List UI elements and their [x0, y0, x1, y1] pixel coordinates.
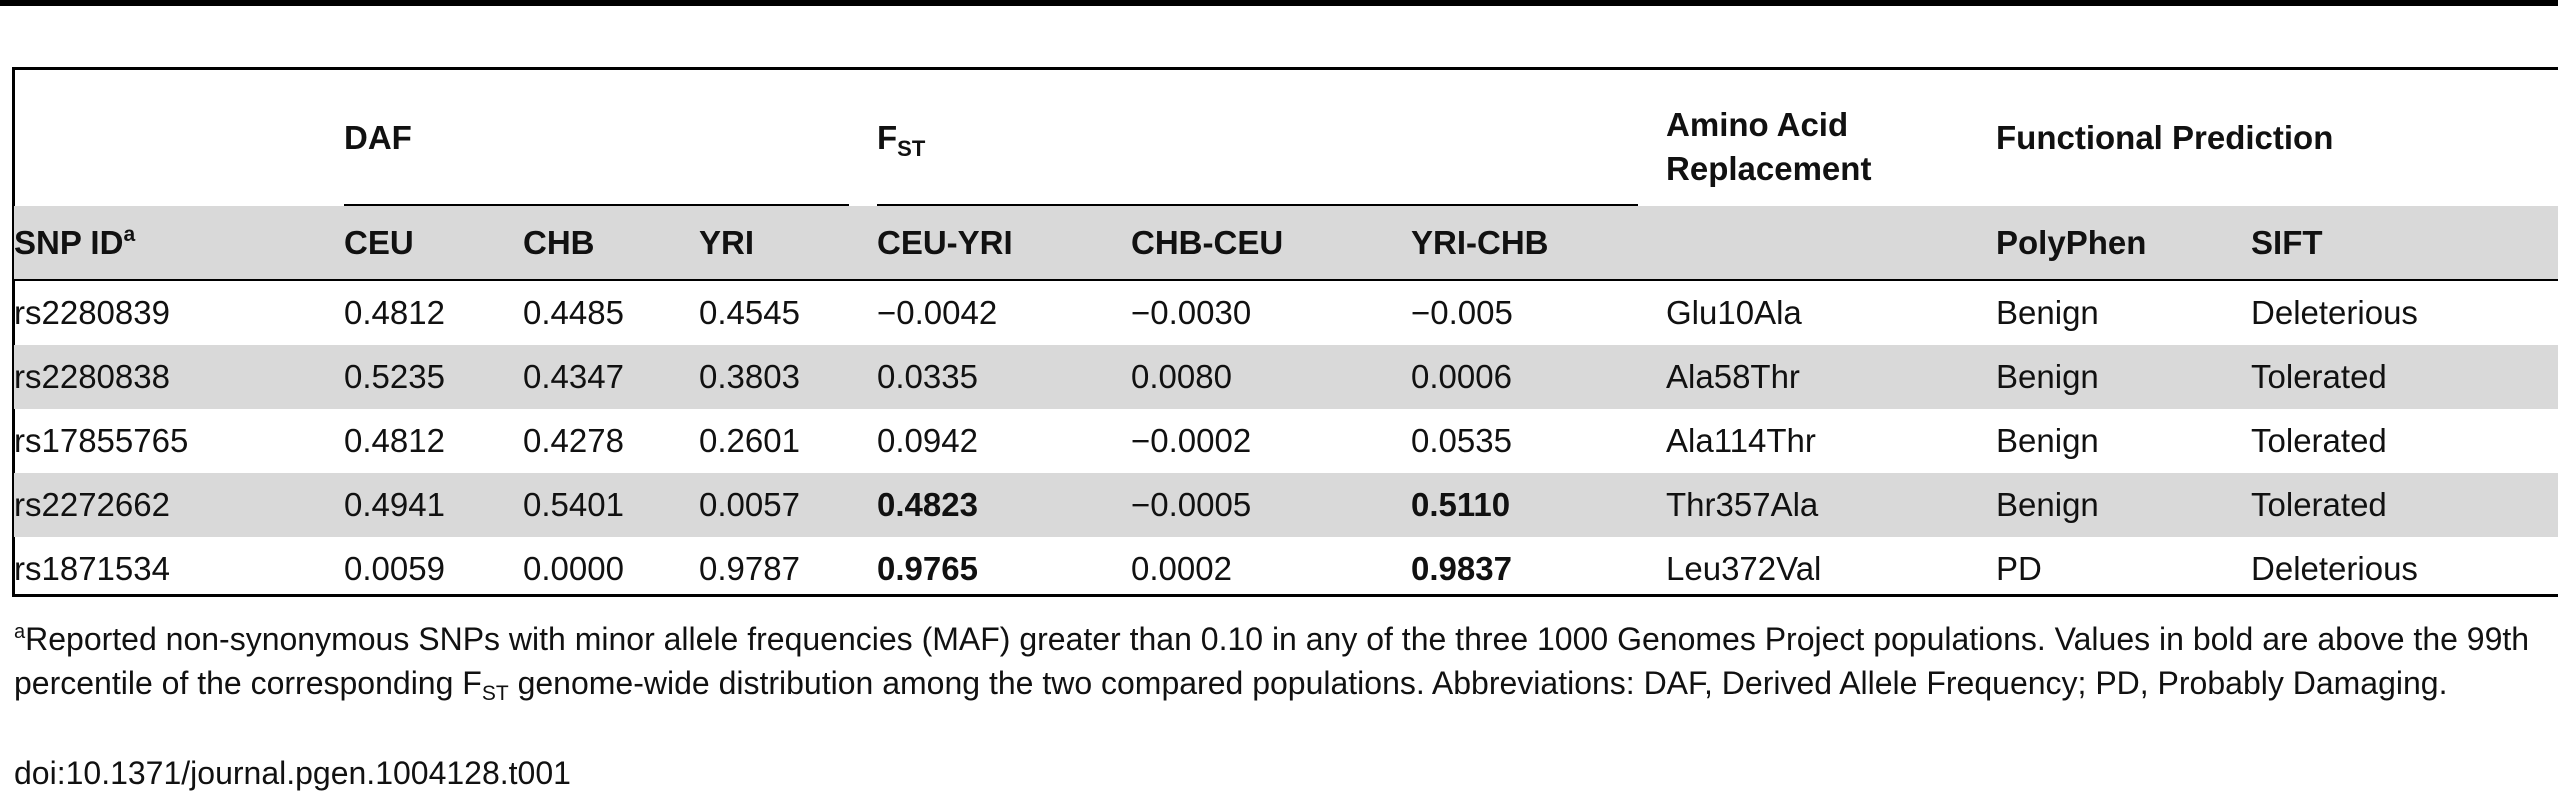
footnote-fst-subscript: ST — [481, 682, 509, 705]
footnote-marker: a — [14, 621, 26, 643]
cell-chb-ceu: −0.0005 — [1131, 473, 1411, 537]
table-row: rs17855765 0.4812 0.4278 0.2601 0.0942 −… — [14, 409, 2558, 473]
col-header-ceu: CEU — [344, 206, 523, 281]
cell-amino-acid: Thr357Ala — [1666, 473, 1997, 537]
cell-polyphen: Benign — [1996, 345, 2252, 409]
cell-sift: Deleterious — [2251, 294, 2418, 331]
cell-sift: Tolerated — [2251, 473, 2558, 537]
table-header-rule — [14, 67, 2558, 70]
table-bottom-rule — [14, 594, 2558, 597]
col-header-yri-chb: YRI-CHB — [1411, 206, 1667, 281]
cell-ceu: 0.4812 — [344, 422, 445, 459]
cell-chb-ceu: 0.0080 — [1131, 345, 1411, 409]
col-header-polyphen: PolyPhen — [1996, 206, 2252, 281]
cell-amino-acid: Ala58Thr — [1666, 345, 1997, 409]
cell-chb: 0.5401 — [523, 473, 699, 537]
footnote-text-part1: Reported non-synonymous SNPs with minor … — [14, 621, 2530, 701]
cell-ceu: 0.4812 — [344, 294, 445, 331]
cell-yri: 0.2601 — [699, 422, 800, 459]
cell-yri: 0.0057 — [699, 473, 877, 537]
cell-ceu: 0.4941 — [344, 473, 523, 537]
cell-ceu: 0.0059 — [344, 550, 445, 587]
top-rule — [0, 0, 2558, 6]
col-header-chb: CHB — [523, 206, 699, 281]
left-border — [12, 67, 15, 597]
amino-acid-line1: Amino Acid — [1666, 106, 1849, 143]
cell-chb-ceu: −0.0030 — [1131, 294, 1252, 331]
cell-yri: 0.3803 — [699, 345, 877, 409]
footnote-text-part2: genome-wide distribution among the two c… — [508, 665, 2448, 701]
cell-ceu: 0.5235 — [344, 345, 523, 409]
snp-id-label: SNP ID — [14, 223, 124, 261]
fst-label: F — [877, 119, 898, 156]
fst-subscript: ST — [897, 136, 926, 161]
cell-ceu-yri: 0.0335 — [877, 345, 1131, 409]
cell-polyphen: Benign — [1996, 422, 2099, 459]
cell-chb: 0.4485 — [523, 294, 624, 331]
cell-yri-chb: −0.005 — [1411, 294, 1513, 331]
snp-table: DAF FST Amino Acid Replacement Functional… — [14, 70, 2558, 601]
sub-header-row: SNP IDa CEU CHB YRI CEU-YRI CHB-CEU YRI-… — [14, 206, 2558, 281]
cell-chb: 0.4278 — [523, 422, 624, 459]
cell-ceu-yri: 0.4823 — [877, 473, 1131, 537]
group-header-empty — [14, 70, 344, 206]
cell-amino-acid: Ala114Thr — [1666, 422, 1816, 459]
cell-yri-chb: 0.9837 — [1411, 550, 1512, 587]
cell-polyphen: Benign — [1996, 294, 2099, 331]
snp-id-footnote-marker: a — [123, 222, 136, 246]
cell-chb: 0.0000 — [523, 550, 624, 587]
group-header-functional-prediction: Functional Prediction — [1996, 119, 2334, 156]
table-row: rs2280838 0.5235 0.4347 0.3803 0.0335 0.… — [14, 345, 2558, 409]
cell-polyphen: PD — [1996, 550, 2042, 587]
cell-sift: Tolerated — [2251, 422, 2387, 459]
cell-snp: rs17855765 — [14, 422, 189, 459]
cell-yri: 0.9787 — [699, 550, 800, 587]
table-row: rs1871534 0.0059 0.0000 0.9787 0.9765 0.… — [14, 537, 2558, 601]
cell-ceu-yri: −0.0042 — [877, 294, 998, 331]
cell-amino-acid: Glu10Ala — [1666, 294, 1802, 331]
amino-acid-line2: Replacement — [1666, 150, 1872, 187]
cell-sift: Tolerated — [2251, 345, 2558, 409]
cell-ceu-yri: 0.0942 — [877, 422, 978, 459]
col-header-yri: YRI — [699, 206, 877, 281]
cell-snp: rs2280839 — [14, 294, 170, 331]
doi-text: doi:10.1371/journal.pgen.1004128.t001 — [14, 755, 571, 791]
table-row: rs2272662 0.4941 0.5401 0.0057 0.4823 −0… — [14, 473, 2558, 537]
table-footnote: aReported non-synonymous SNPs with minor… — [14, 617, 2554, 705]
cell-snp: rs2280838 — [14, 345, 344, 409]
cell-sift: Deleterious — [2251, 550, 2418, 587]
cell-snp: rs1871534 — [14, 550, 170, 587]
col-header-chb-ceu: CHB-CEU — [1131, 206, 1411, 281]
cell-chb-ceu: −0.0002 — [1131, 422, 1252, 459]
col-header-amino-acid — [1666, 206, 1997, 281]
cell-yri: 0.4545 — [699, 294, 800, 331]
cell-amino-acid: Leu372Val — [1666, 550, 1822, 587]
cell-yri-chb: 0.0006 — [1411, 345, 1667, 409]
group-header-fst: FST — [877, 70, 1666, 206]
cell-chb-ceu: 0.0002 — [1131, 550, 1232, 587]
col-header-ceu-yri: CEU-YRI — [877, 206, 1131, 281]
table-row: rs2280839 0.4812 0.4485 0.4545 −0.0042 −… — [14, 280, 2558, 345]
group-header-amino-acid: Amino Acid Replacement — [1666, 70, 1996, 206]
col-header-sift: SIFT — [2251, 206, 2558, 281]
cell-snp: rs2272662 — [14, 473, 344, 537]
col-header-snp-id: SNP IDa — [14, 206, 344, 281]
cell-yri-chb: 0.5110 — [1411, 473, 1667, 537]
group-header-row: DAF FST Amino Acid Replacement Functional… — [14, 70, 2558, 206]
cell-yri-chb: 0.0535 — [1411, 422, 1512, 459]
group-header-daf: DAF — [344, 70, 877, 206]
cell-ceu-yri: 0.9765 — [877, 550, 978, 587]
cell-chb: 0.4347 — [523, 345, 699, 409]
cell-polyphen: Benign — [1996, 473, 2252, 537]
